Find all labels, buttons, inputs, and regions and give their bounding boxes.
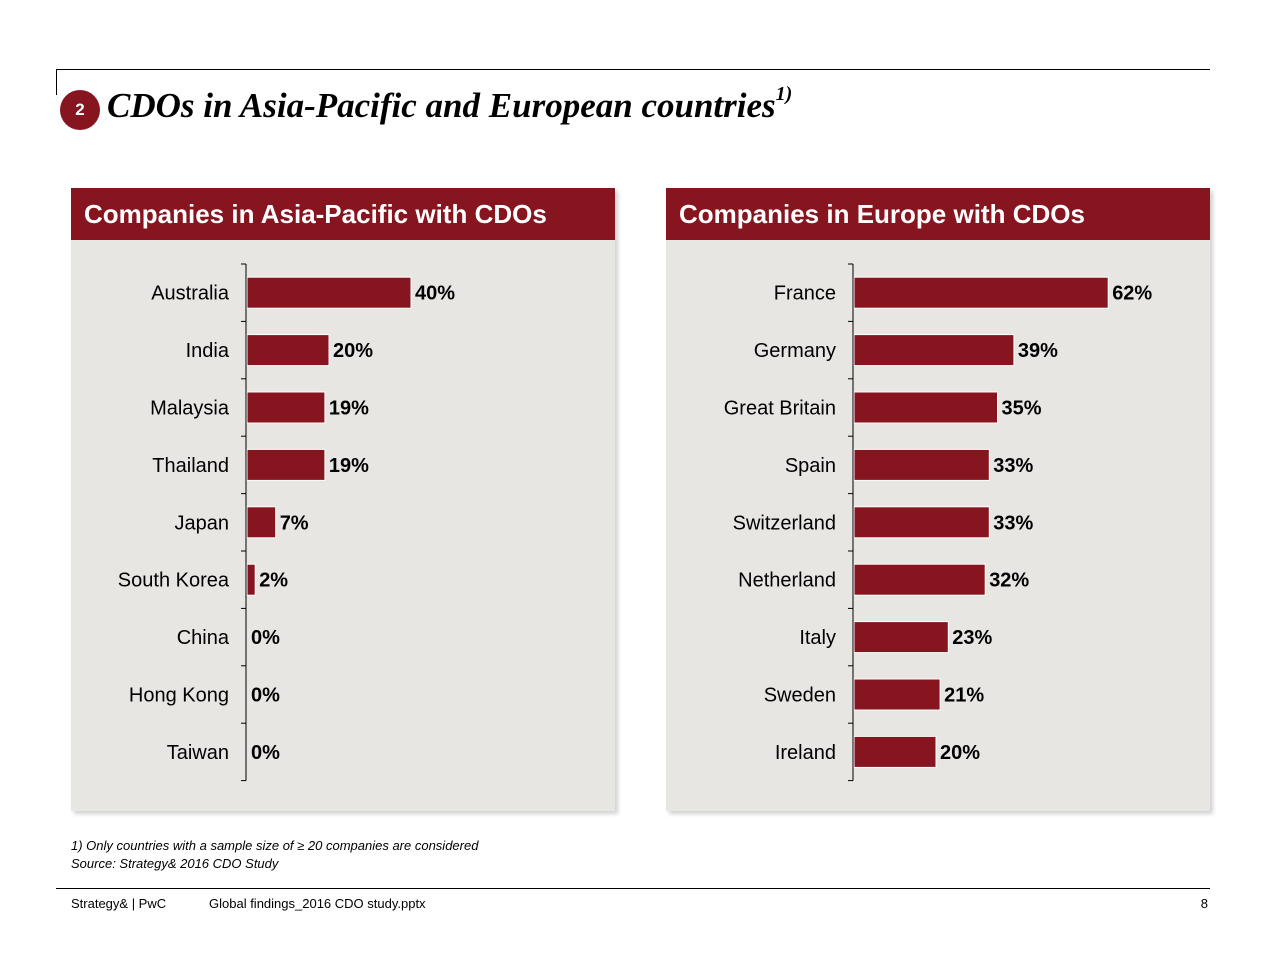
- value-label: 7%: [280, 512, 309, 534]
- category-label: Switzerland: [733, 512, 836, 534]
- value-label: 32%: [989, 570, 1029, 592]
- asia-pacific-panel-header: Companies in Asia-Pacific with CDOs: [71, 188, 615, 240]
- bar: [246, 563, 256, 596]
- bar: [853, 391, 998, 424]
- category-label: Thailand: [152, 455, 229, 477]
- category-label: Australia: [151, 283, 230, 305]
- bar: [246, 448, 326, 481]
- value-label: 20%: [333, 340, 373, 362]
- category-label: Malaysia: [150, 398, 230, 420]
- category-label: Japan: [175, 512, 230, 534]
- asia-pacific-panel: Companies in Asia-Pacific with CDOs Aust…: [71, 188, 615, 811]
- value-label: 19%: [329, 398, 369, 420]
- footer-filename: Global findings_2016 CDO study.pptx: [209, 896, 426, 911]
- footnote: 1) Only countries with a sample size of …: [71, 838, 479, 853]
- bar: [853, 563, 986, 596]
- bar: [246, 276, 412, 309]
- slide-number-badge: 2: [60, 90, 100, 130]
- category-label: Germany: [754, 340, 836, 362]
- category-label: Sweden: [764, 685, 836, 707]
- category-label: China: [177, 627, 230, 649]
- bar: [853, 334, 1015, 367]
- bar: [246, 506, 277, 539]
- europe-bar-chart: France 62% Germany 39% Great Britain 35% Spain…: [724, 263, 1152, 782]
- bar: [853, 448, 990, 481]
- page-number: 8: [1200, 896, 1208, 911]
- category-label: Spain: [785, 455, 836, 477]
- bar: [853, 621, 949, 654]
- europe-panel-header: Companies in Europe with CDOs: [666, 188, 1210, 240]
- category-label: Great Britain: [724, 398, 836, 420]
- value-label: 62%: [1112, 283, 1152, 305]
- top-rule-tick: [56, 69, 57, 95]
- bar: [853, 735, 937, 768]
- value-label: 0%: [251, 742, 280, 764]
- bottom-rule: [56, 888, 1210, 889]
- europe-panel: Companies in Europe with CDOs France 62% G…: [666, 188, 1210, 811]
- top-rule: [56, 69, 1210, 70]
- category-label: Italy: [799, 627, 836, 649]
- footer-brand: Strategy& | PwC: [71, 896, 167, 911]
- value-label: 20%: [940, 742, 980, 764]
- category-label: Taiwan: [167, 742, 229, 764]
- slide-title: CDOs in Asia-Pacific and European countr…: [107, 83, 793, 126]
- category-label: France: [774, 283, 836, 305]
- category-label: India: [186, 340, 230, 362]
- value-label: 0%: [251, 627, 280, 649]
- bar: [853, 678, 941, 711]
- bar: [246, 334, 330, 367]
- value-label: 23%: [952, 627, 992, 649]
- value-label: 35%: [1002, 398, 1042, 420]
- category-label: Hong Kong: [129, 685, 229, 707]
- value-label: 0%: [251, 685, 280, 707]
- value-label: 33%: [993, 512, 1033, 534]
- bar: [246, 391, 326, 424]
- value-label: 2%: [259, 570, 288, 592]
- title-footnote-marker: 1): [775, 83, 793, 106]
- value-label: 19%: [329, 455, 369, 477]
- category-label: Netherland: [738, 570, 836, 592]
- asia-pacific-bar-chart: Australia 40% India 20% Malaysia 19% Thailand 1…: [118, 263, 455, 782]
- bar: [853, 506, 990, 539]
- category-label: Ireland: [775, 742, 836, 764]
- slide-title-text: CDOs in Asia-Pacific and European countr…: [107, 86, 776, 125]
- bar: [853, 276, 1109, 309]
- value-label: 40%: [415, 283, 455, 305]
- value-label: 21%: [944, 685, 984, 707]
- value-label: 39%: [1018, 340, 1058, 362]
- category-label: South Korea: [118, 570, 230, 592]
- source-note: Source: Strategy& 2016 CDO Study: [71, 856, 279, 871]
- value-label: 33%: [993, 455, 1033, 477]
